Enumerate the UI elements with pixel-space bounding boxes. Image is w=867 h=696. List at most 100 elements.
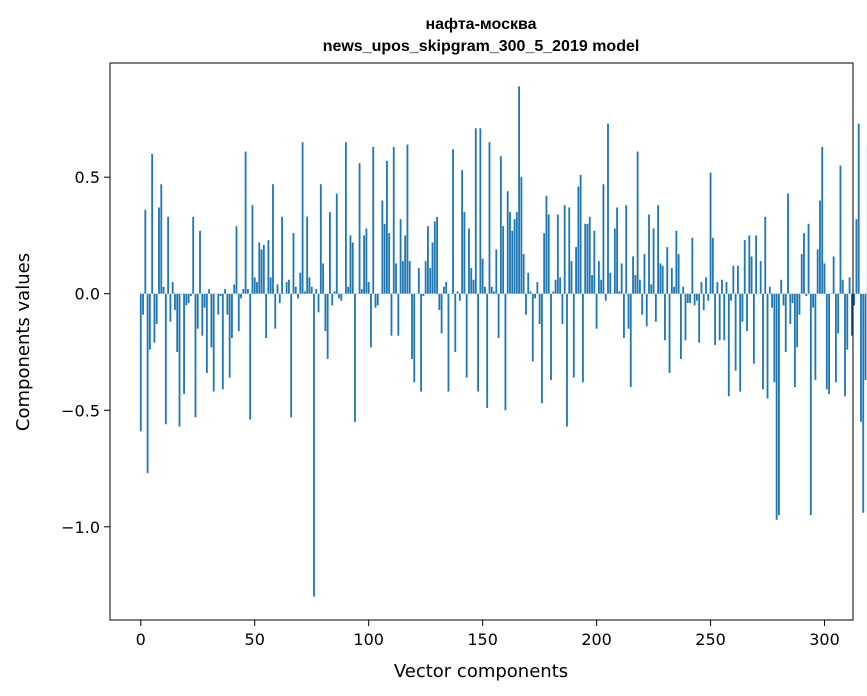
bar-34 [217,293,220,315]
bar-68 [294,286,297,294]
bar-146 [472,279,475,294]
bar-73 [306,216,309,294]
bar-118 [408,261,411,294]
bar-65 [288,279,290,294]
bar-277 [771,293,773,308]
bar-178 [545,195,548,294]
bar-54 [262,244,265,294]
bar-153 [488,142,491,294]
bar-6 [153,293,156,343]
bar-152 [486,293,489,408]
bar-19 [183,293,185,394]
bar-219 [638,279,641,294]
bar-284 [787,193,789,294]
bar-148 [477,293,479,392]
bar-137 [452,149,454,294]
bar-38 [226,293,229,315]
bar-154 [490,286,493,294]
bar-224 [650,284,653,294]
bar-220 [641,293,644,315]
bar-62 [281,216,283,294]
bar-4 [148,293,151,350]
bar-35 [219,293,222,297]
bar-100 [367,282,370,294]
bar-39 [228,293,231,378]
bar-106 [381,200,384,294]
bar-230 [664,293,666,341]
x-tick-label: 300 [809,630,840,649]
bar-150 [481,258,484,294]
bar-214 [627,293,630,329]
bar-285 [789,293,792,325]
bar-306 [837,293,840,334]
bar-205 [607,123,609,294]
bar-258 [727,293,730,397]
bar-17 [178,293,181,427]
bar-317 [862,293,865,513]
x-tick-label: 100 [353,630,384,649]
chart-title: нафта-москва [425,16,536,33]
bar-79 [319,184,322,294]
bar-56 [267,240,270,294]
bar-222 [645,293,648,327]
bar-300 [823,263,826,294]
bar-120 [413,293,416,383]
bar-139 [456,291,459,294]
bar-76 [313,293,315,597]
bar-5 [151,153,154,294]
bar-42 [235,226,238,294]
bar-177 [543,233,546,294]
bar-47 [246,289,249,294]
bar-176 [540,293,543,404]
bar-107 [383,223,386,294]
bar-295 [812,293,815,308]
bar-268 [750,256,753,294]
bar-162 [509,212,511,294]
bars [139,86,867,597]
bar-280 [778,293,780,516]
bar-179 [547,214,550,294]
bar-296 [814,293,817,380]
bar-270 [755,235,758,294]
bar-288 [796,293,799,348]
bar-189 [570,261,573,294]
bar-190 [572,293,575,378]
bar-86 [335,193,338,294]
bar-275 [766,293,769,399]
bar-93 [351,242,354,294]
bar-240 [686,293,689,304]
bar-60 [276,284,279,294]
bar-22 [190,293,192,297]
bar-160 [504,293,507,411]
bar-264 [741,293,744,322]
bar-143 [465,293,468,378]
bar-44 [240,293,242,299]
bar-233 [670,268,673,294]
bar-51 [256,282,258,294]
bar-294 [809,293,812,516]
bar-198 [591,275,593,294]
bar-131 [438,293,441,311]
bar-87 [338,293,340,299]
bar-243 [693,293,696,306]
bar-169 [525,293,527,315]
bar-14 [171,282,174,294]
bar-246 [700,282,703,294]
bar-20 [185,293,188,306]
bar-85 [333,291,336,294]
bar-104 [376,293,379,306]
bar-31 [210,293,213,348]
bar-283 [784,293,787,352]
bar-88 [340,293,343,301]
bar-313 [853,293,856,306]
bar-67 [292,233,295,294]
bar-71 [301,142,304,294]
bar-260 [732,265,735,294]
bar-167 [520,177,523,294]
bar-111 [392,146,395,294]
bar-175 [538,293,541,325]
bar-182 [554,279,557,294]
bar-58 [272,184,274,294]
bar-279 [775,293,778,520]
bar-257 [725,282,728,294]
